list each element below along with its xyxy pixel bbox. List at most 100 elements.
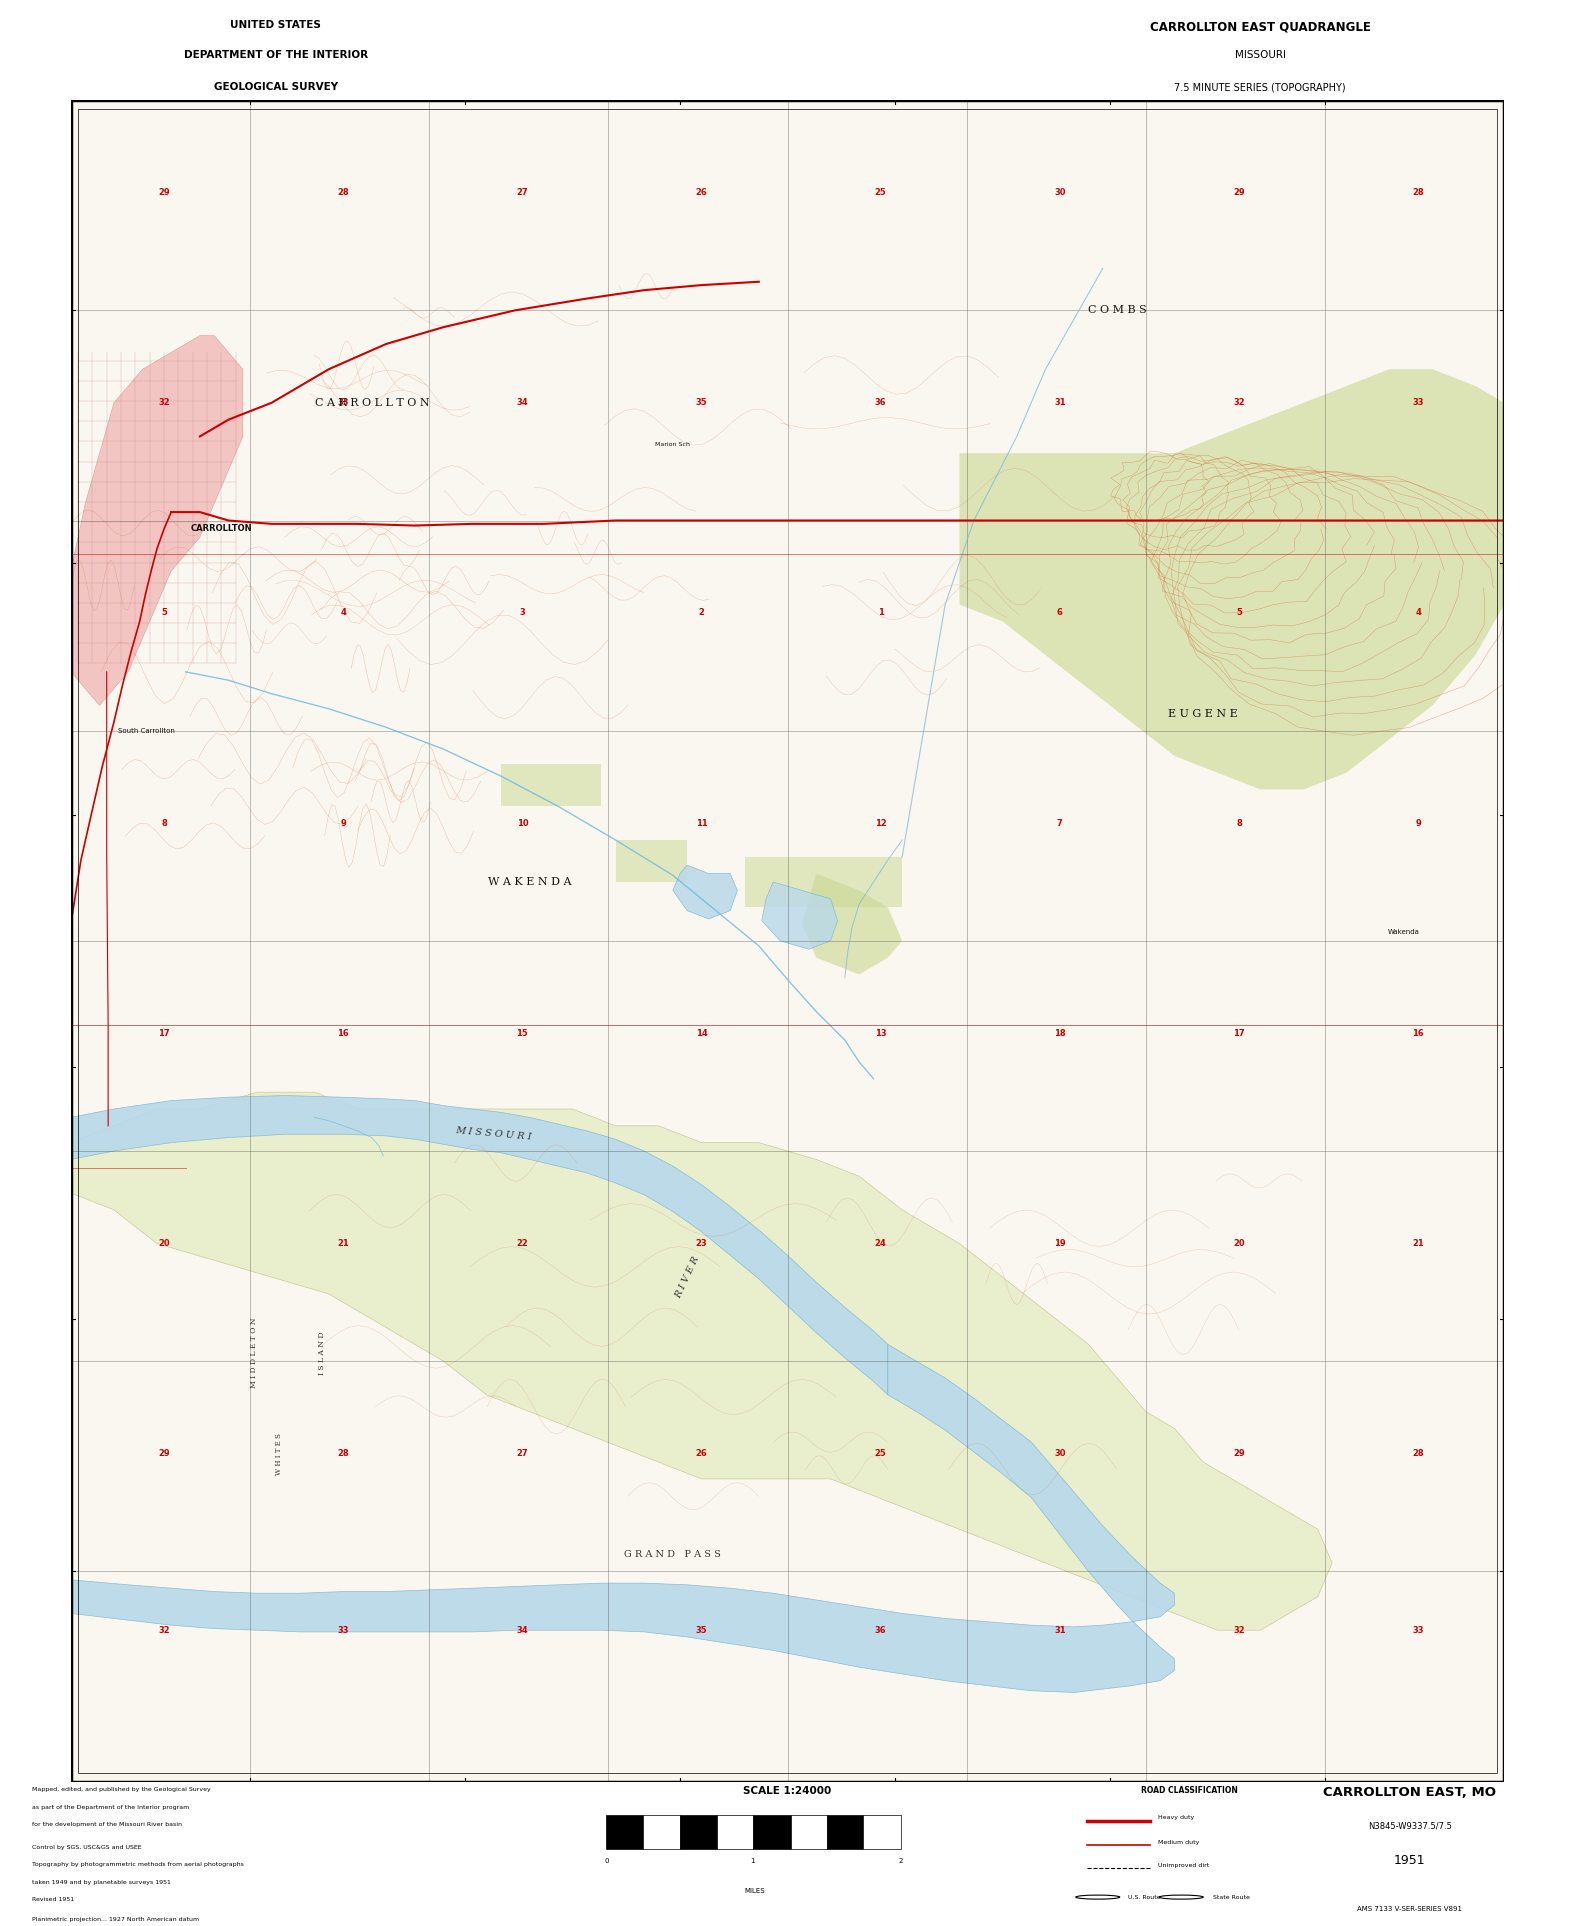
Text: 33: 33 (337, 1626, 350, 1635)
Text: 23: 23 (696, 1238, 707, 1248)
Text: 17: 17 (1233, 1028, 1244, 1038)
Text: 4: 4 (340, 609, 346, 618)
Text: 28: 28 (337, 189, 350, 196)
Text: R I V E R: R I V E R (674, 1254, 701, 1300)
Bar (606, 1814, 643, 1849)
Text: 19: 19 (1054, 1238, 1066, 1248)
Bar (753, 1814, 791, 1849)
Text: 35: 35 (696, 1626, 707, 1635)
Bar (717, 1814, 753, 1849)
Text: 25: 25 (874, 1448, 887, 1458)
Text: 9: 9 (1416, 819, 1421, 828)
Text: 16: 16 (337, 1028, 350, 1038)
Text: South Carrollton: South Carrollton (118, 728, 175, 734)
Text: 7.5 MINUTE SERIES (TOPOGRAPHY): 7.5 MINUTE SERIES (TOPOGRAPHY) (1175, 83, 1345, 92)
Text: 9: 9 (340, 819, 346, 828)
Text: 17: 17 (158, 1028, 170, 1038)
Text: 29: 29 (1233, 189, 1244, 196)
Text: 33: 33 (337, 399, 350, 406)
Text: 32: 32 (158, 1626, 170, 1635)
Text: 18: 18 (1054, 1028, 1066, 1038)
Text: 30: 30 (1054, 189, 1066, 196)
Text: Planimetric projection... 1927 North American datum: Planimetric projection... 1927 North Ame… (32, 1918, 198, 1922)
Text: 27: 27 (517, 189, 528, 196)
Text: 20: 20 (158, 1238, 170, 1248)
Text: AMS 7133 V-SER-SERIES V891: AMS 7133 V-SER-SERIES V891 (1358, 1905, 1462, 1911)
Text: 1951: 1951 (1394, 1853, 1425, 1866)
Text: 14: 14 (696, 1028, 707, 1038)
Text: 31: 31 (1054, 399, 1066, 406)
Text: 32: 32 (1233, 1626, 1244, 1635)
Text: 8: 8 (1236, 819, 1241, 828)
Polygon shape (673, 865, 737, 919)
Text: 2: 2 (699, 609, 704, 618)
Text: MISSOURI: MISSOURI (1235, 50, 1285, 60)
Text: CARROLLTON EAST, MO: CARROLLTON EAST, MO (1323, 1785, 1496, 1799)
Polygon shape (71, 1344, 1175, 1693)
Text: C A R R O L L T O N: C A R R O L L T O N (315, 399, 428, 408)
Text: 28: 28 (1413, 189, 1424, 196)
Text: Topography by photogrammetric methods from aerial photographs: Topography by photogrammetric methods fr… (32, 1862, 244, 1868)
Polygon shape (959, 370, 1504, 790)
Text: MILES: MILES (743, 1887, 765, 1895)
Bar (791, 1814, 827, 1849)
Text: I S L A N D: I S L A N D (318, 1331, 326, 1375)
Text: SCALE 1:24000: SCALE 1:24000 (743, 1785, 832, 1795)
Text: 21: 21 (1413, 1238, 1424, 1248)
Text: CARROLLTON: CARROLLTON (191, 524, 252, 534)
Text: 31: 31 (1054, 1626, 1066, 1635)
Text: U.S. Route: U.S. Route (1128, 1895, 1161, 1899)
Circle shape (1076, 1895, 1120, 1899)
Text: 26: 26 (696, 1448, 707, 1458)
Text: 5: 5 (1236, 609, 1243, 618)
Text: N3845-W9337.5/7.5: N3845-W9337.5/7.5 (1367, 1822, 1452, 1832)
Bar (745, 857, 830, 907)
Text: 1: 1 (751, 1859, 754, 1864)
Text: 2: 2 (899, 1859, 902, 1864)
Text: W H I T E S: W H I T E S (274, 1433, 282, 1475)
Text: US: US (1095, 1895, 1101, 1899)
Text: DEPARTMENT OF THE INTERIOR: DEPARTMENT OF THE INTERIOR (184, 50, 367, 60)
Polygon shape (71, 1092, 1332, 1629)
Text: Control by SGS, USC&GS and USEE: Control by SGS, USC&GS and USEE (32, 1845, 142, 1851)
Text: for the development of the Missouri River basin: for the development of the Missouri Rive… (32, 1822, 181, 1828)
Text: 26: 26 (696, 189, 707, 196)
Text: 33: 33 (1413, 399, 1424, 406)
Text: Mapped, edited, and published by the Geological Survey: Mapped, edited, and published by the Geo… (32, 1787, 209, 1793)
Text: 35: 35 (696, 399, 707, 406)
Text: E U G E N E: E U G E N E (1169, 709, 1238, 718)
Text: 0: 0 (605, 1859, 608, 1864)
Text: 29: 29 (158, 189, 170, 196)
Text: 28: 28 (337, 1448, 350, 1458)
Polygon shape (71, 1096, 888, 1394)
Polygon shape (802, 874, 902, 975)
Text: 16: 16 (1413, 1028, 1424, 1038)
Text: 36: 36 (874, 399, 887, 406)
Text: 34: 34 (517, 399, 528, 406)
Text: G R A N D   P A S S: G R A N D P A S S (624, 1550, 721, 1558)
Text: 12: 12 (874, 819, 887, 828)
Text: State Route: State Route (1213, 1895, 1249, 1899)
Text: 7: 7 (1057, 819, 1063, 828)
Bar (501, 765, 602, 807)
Text: 6: 6 (1057, 609, 1063, 618)
Polygon shape (71, 335, 243, 705)
Text: 34: 34 (517, 1626, 528, 1635)
Text: 11: 11 (696, 819, 707, 828)
Text: Medium duty: Medium duty (1158, 1839, 1199, 1845)
Text: 10: 10 (517, 819, 528, 828)
Text: Marion Sch: Marion Sch (655, 443, 690, 447)
Text: Heavy duty: Heavy duty (1158, 1814, 1194, 1820)
Text: W A K E N D A: W A K E N D A (488, 876, 572, 888)
Text: 8: 8 (161, 819, 167, 828)
Text: 32: 32 (1233, 399, 1244, 406)
Text: 22: 22 (517, 1238, 528, 1248)
Text: 29: 29 (158, 1448, 170, 1458)
Text: 13: 13 (874, 1028, 887, 1038)
Text: ROAD CLASSIFICATION: ROAD CLASSIFICATION (1140, 1785, 1238, 1795)
Bar (830, 857, 902, 907)
Text: M I D D L E T O N: M I D D L E T O N (250, 1317, 258, 1389)
Text: 4: 4 (1416, 609, 1421, 618)
Text: M I S S O U R I: M I S S O U R I (455, 1127, 532, 1142)
Text: 24: 24 (874, 1238, 887, 1248)
